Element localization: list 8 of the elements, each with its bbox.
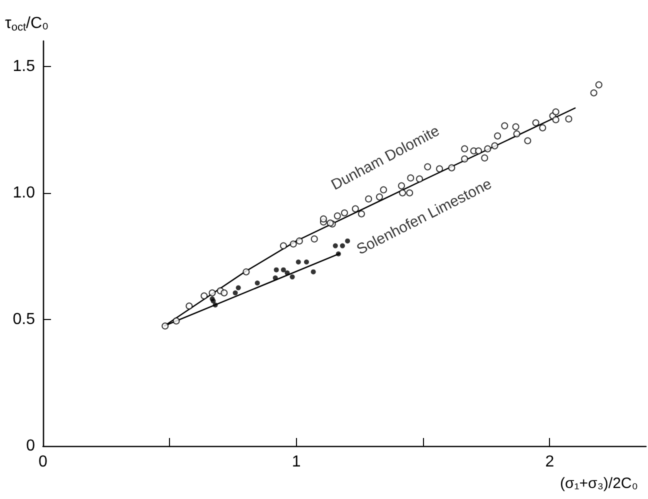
y-tick-label: 0 [26,438,36,454]
x-tick-label: 1 [292,454,301,470]
y-tick-label: 1.0 [12,184,36,202]
x-tick-label: 2 [545,454,554,470]
y-tick-label: 0.5 [12,310,36,328]
x-tick-label: 0 [38,454,48,470]
x-axis-title: (σ₁+σ₃)/2C₀ [560,475,638,492]
y-tick-label: 1.5 [12,58,36,75]
